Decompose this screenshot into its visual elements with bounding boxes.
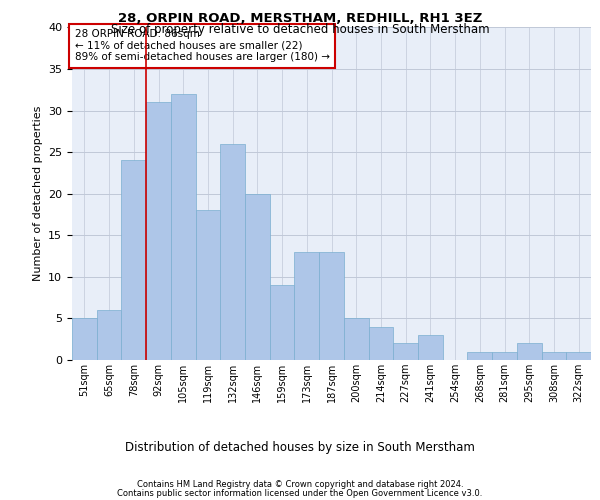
Bar bbox=[492, 352, 517, 360]
Bar bbox=[566, 352, 591, 360]
Bar bbox=[97, 310, 121, 360]
Text: Contains HM Land Registry data © Crown copyright and database right 2024.: Contains HM Land Registry data © Crown c… bbox=[137, 480, 463, 489]
Text: Size of property relative to detached houses in South Merstham: Size of property relative to detached ho… bbox=[110, 22, 490, 36]
Bar bbox=[146, 102, 171, 360]
Bar bbox=[270, 285, 295, 360]
Bar bbox=[393, 344, 418, 360]
Bar bbox=[196, 210, 220, 360]
Bar bbox=[72, 318, 97, 360]
Text: 28 ORPIN ROAD: 86sqm
← 11% of detached houses are smaller (22)
89% of semi-detac: 28 ORPIN ROAD: 86sqm ← 11% of detached h… bbox=[74, 29, 329, 62]
Bar bbox=[295, 252, 319, 360]
Bar bbox=[121, 160, 146, 360]
Text: Contains public sector information licensed under the Open Government Licence v3: Contains public sector information licen… bbox=[118, 488, 482, 498]
Bar bbox=[517, 344, 542, 360]
Text: 28, ORPIN ROAD, MERSTHAM, REDHILL, RH1 3EZ: 28, ORPIN ROAD, MERSTHAM, REDHILL, RH1 3… bbox=[118, 12, 482, 26]
Bar bbox=[542, 352, 566, 360]
Bar bbox=[245, 194, 270, 360]
Text: Distribution of detached houses by size in South Merstham: Distribution of detached houses by size … bbox=[125, 441, 475, 454]
Bar bbox=[319, 252, 344, 360]
Bar bbox=[467, 352, 492, 360]
Bar bbox=[368, 327, 393, 360]
Y-axis label: Number of detached properties: Number of detached properties bbox=[32, 106, 43, 282]
Bar bbox=[171, 94, 196, 360]
Bar bbox=[220, 144, 245, 360]
Bar bbox=[418, 335, 443, 360]
Bar bbox=[344, 318, 368, 360]
